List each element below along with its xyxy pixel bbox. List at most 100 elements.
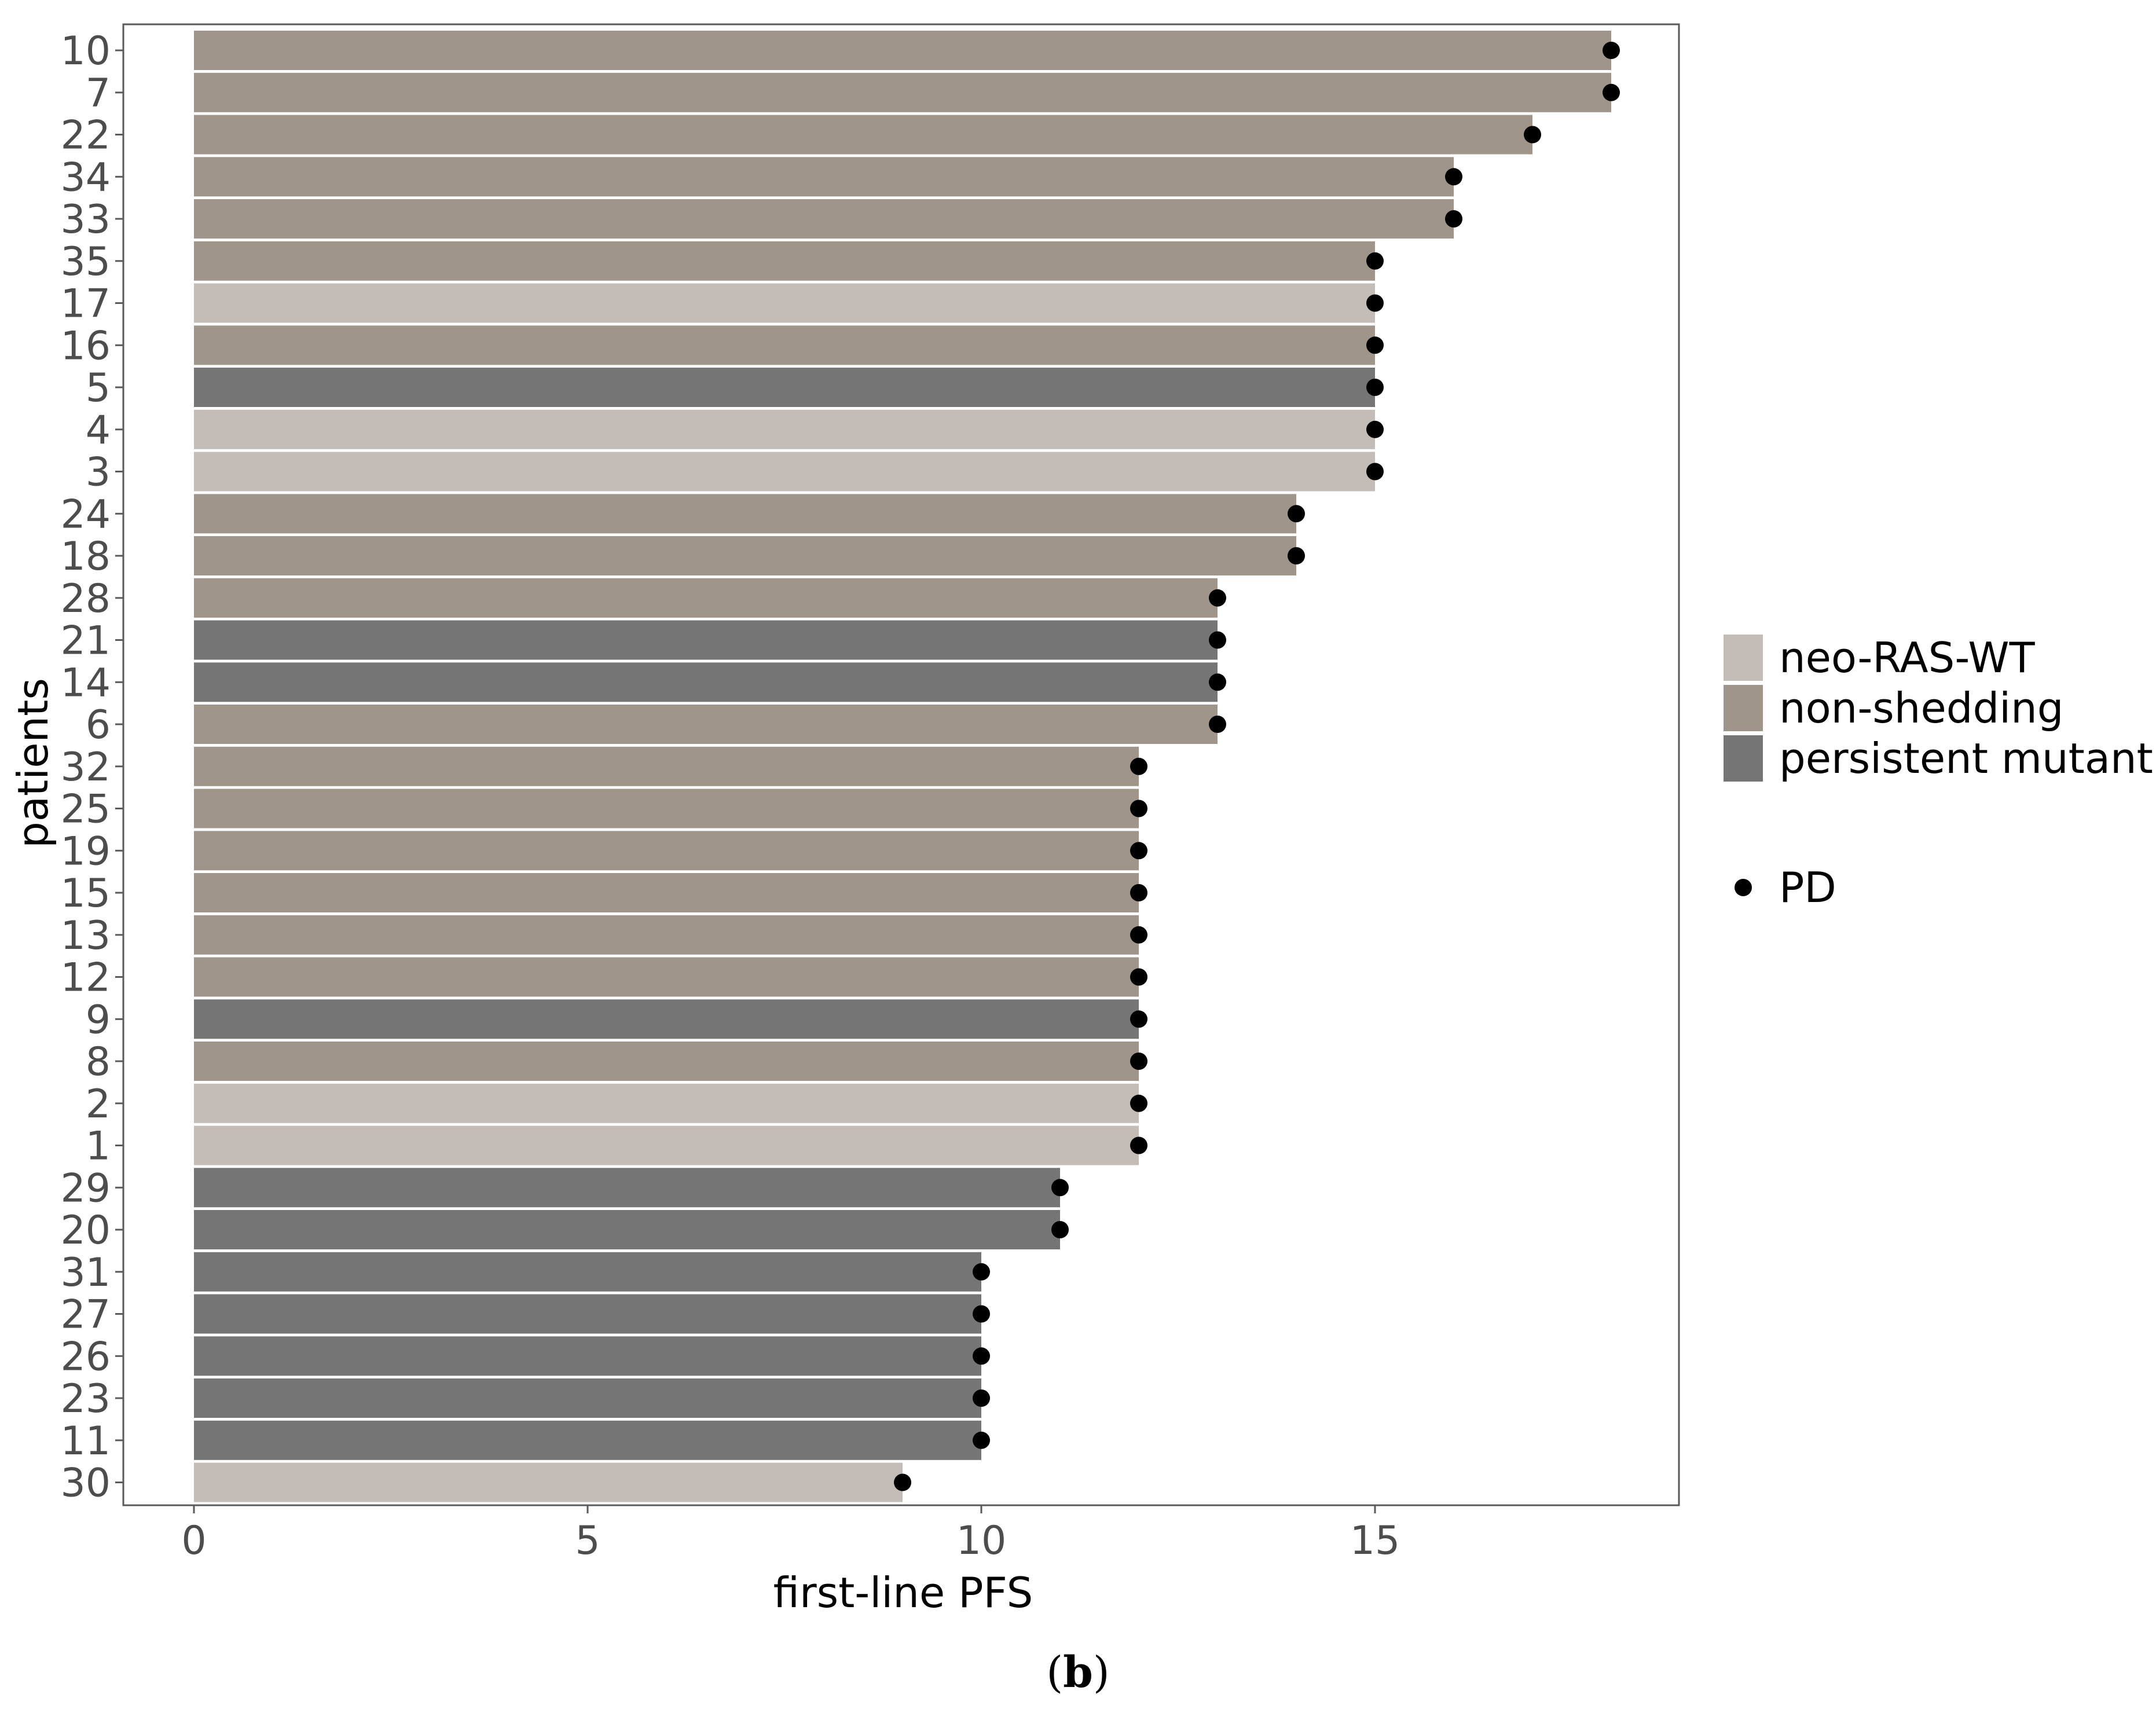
legend-label-persistent-mutant: persistent mutant [1779, 734, 2153, 783]
y-tick-label: 22 [60, 113, 111, 159]
pd-marker-patient-22 [1524, 126, 1541, 144]
panel-label: (b) [1046, 1648, 1110, 1697]
y-tick-label: 32 [60, 745, 111, 790]
y-tick-label: 8 [86, 1039, 111, 1085]
y-tick-label: 11 [60, 1418, 111, 1464]
pd-marker-patient-12 [1130, 968, 1147, 986]
bar-patient-29 [194, 1168, 1060, 1208]
y-tick-label: 16 [60, 323, 111, 369]
y-tick-label: 34 [60, 155, 111, 200]
y-axis-title: patients [9, 678, 57, 848]
y-tick-label: 1 [86, 1124, 111, 1169]
pd-marker-patient-8 [1130, 1053, 1147, 1070]
y-tick-label: 3 [86, 450, 111, 496]
pd-marker-patient-13 [1130, 926, 1147, 944]
y-tick-label: 33 [60, 197, 111, 243]
x-tick-label: 10 [956, 1518, 1007, 1564]
bar-patient-7 [194, 72, 1611, 112]
bars-layer [194, 31, 1611, 1502]
y-tick-label: 29 [60, 1165, 111, 1211]
pd-marker-patient-18 [1288, 547, 1305, 564]
bar-patient-9 [194, 999, 1139, 1039]
bar-patient-14 [194, 662, 1218, 702]
pd-marker-patient-33 [1445, 210, 1462, 228]
pd-marker-patient-16 [1366, 336, 1384, 354]
bar-patient-10 [194, 31, 1611, 70]
pd-marker-patient-1 [1130, 1136, 1147, 1154]
x-tick-label: 5 [575, 1518, 600, 1564]
y-tick-label: 31 [60, 1250, 111, 1296]
x-axis-title: first-line PFS [773, 1568, 1033, 1617]
bar-patient-26 [194, 1336, 981, 1376]
pd-marker-patient-3 [1366, 463, 1384, 481]
bar-patient-16 [194, 325, 1375, 365]
y-tick-label: 13 [60, 913, 111, 959]
y-tick-label: 21 [60, 618, 111, 664]
legend-key-non-shedding [1724, 685, 1763, 731]
y-tick-label: 19 [60, 828, 111, 874]
y-tick-label: 12 [60, 955, 111, 1001]
bar-patient-19 [194, 831, 1139, 871]
bar-patient-22 [194, 115, 1532, 155]
y-tick-label: 27 [60, 1292, 111, 1338]
plot-panel-border [122, 23, 1680, 1506]
pd-marker-patient-6 [1209, 716, 1226, 733]
bar-patient-13 [194, 915, 1139, 955]
bar-patient-6 [194, 705, 1218, 744]
pd-marker-patient-2 [1130, 1094, 1147, 1112]
pd-marker-patient-4 [1366, 420, 1384, 438]
bar-patient-35 [194, 241, 1375, 281]
bar-patient-8 [194, 1042, 1139, 1081]
y-tick-label: 26 [60, 1334, 111, 1380]
y-tick-label: 28 [60, 576, 111, 622]
y-tick-label: 18 [60, 534, 111, 580]
pd-marker-patient-26 [973, 1347, 990, 1365]
x-tick-label: 15 [1350, 1518, 1400, 1564]
pd-marker-patient-32 [1130, 757, 1147, 775]
pd-marker-patient-5 [1366, 379, 1384, 396]
legend-label-neo-ras-wt: neo-RAS-WT [1779, 633, 2036, 682]
pd-marker-patient-20 [1051, 1221, 1069, 1238]
pd-marker-patient-21 [1209, 631, 1226, 649]
bar-patient-23 [194, 1378, 981, 1418]
pd-marker-patient-24 [1288, 505, 1305, 523]
bar-patient-5 [194, 368, 1375, 407]
bar-patient-27 [194, 1294, 981, 1334]
legend-key-pd [1735, 879, 1752, 896]
pd-marker-patient-34 [1445, 168, 1462, 186]
bar-patient-17 [194, 283, 1375, 323]
y-tick-label: 14 [60, 660, 111, 706]
bar-patient-4 [194, 409, 1375, 449]
y-tick-label: 23 [60, 1376, 111, 1422]
bar-patient-31 [194, 1252, 981, 1292]
bar-patient-28 [194, 578, 1218, 618]
pd-marker-patient-23 [973, 1389, 990, 1407]
pd-marker-patient-14 [1209, 673, 1226, 691]
y-tick-label: 17 [60, 281, 111, 327]
x-axis-ticks: 0 5 10 15 [181, 1505, 1400, 1564]
bar-patient-1 [194, 1125, 1139, 1165]
pd-marker-patient-27 [973, 1305, 990, 1323]
x-tick-label: 0 [181, 1518, 206, 1564]
pd-marker-patient-31 [973, 1263, 990, 1281]
panel-label-close: ) [1093, 1648, 1110, 1697]
pd-marker-patient-19 [1130, 842, 1147, 860]
bar-patient-11 [194, 1420, 981, 1460]
bar-patient-15 [194, 873, 1139, 912]
pd-marker-patient-35 [1366, 252, 1384, 270]
pd-marker-patient-28 [1209, 589, 1226, 607]
pd-marker-patient-25 [1130, 800, 1147, 817]
bar-patient-30 [194, 1462, 903, 1502]
bar-patient-12 [194, 957, 1139, 997]
panel-label-open: ( [1046, 1648, 1063, 1697]
legend-key-neo-ras-wt [1724, 635, 1763, 681]
legend-label-pd: PD [1779, 863, 1836, 912]
bar-patient-25 [194, 789, 1139, 828]
y-tick-label: 24 [60, 492, 111, 537]
pd-marker-patient-29 [1051, 1179, 1069, 1197]
pd-marker-patient-10 [1603, 42, 1620, 59]
y-tick-label: 35 [60, 239, 111, 285]
y-tick-label: 20 [60, 1208, 111, 1253]
bar-patient-34 [194, 157, 1454, 197]
y-tick-label: 10 [60, 28, 111, 74]
